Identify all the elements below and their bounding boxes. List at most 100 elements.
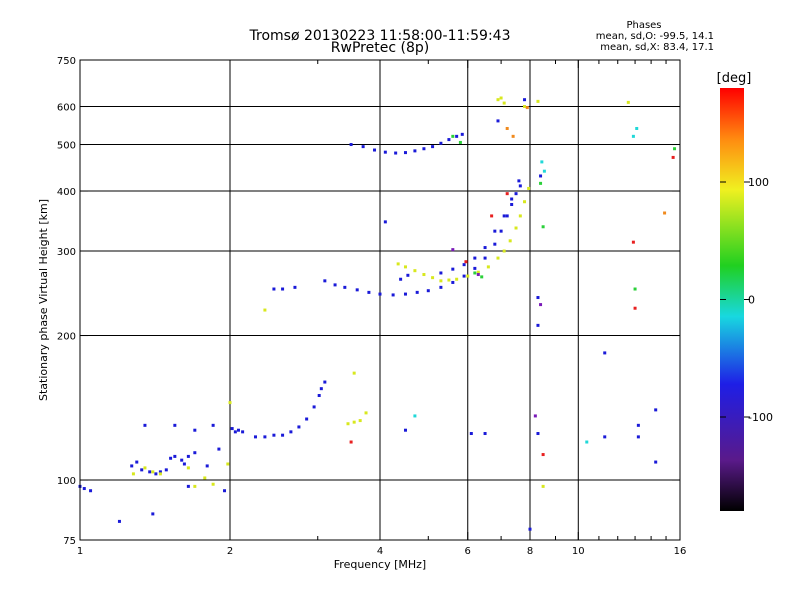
data-point: [151, 512, 155, 516]
y-tick-label: 75: [63, 536, 76, 547]
data-point: [396, 262, 400, 266]
data-point: [253, 435, 257, 439]
data-point: [193, 451, 197, 455]
chart-title: Tromsø 20130223 11:58:00-11:59:43: [249, 28, 511, 44]
data-point: [263, 435, 267, 439]
data-point: [654, 408, 658, 412]
data-point: [496, 256, 500, 260]
data-point: [451, 248, 455, 252]
data-point: [346, 422, 350, 426]
data-point: [349, 440, 353, 444]
data-point: [633, 287, 637, 291]
data-point: [458, 140, 462, 144]
y-tick-label: 200: [57, 332, 76, 343]
data-point: [517, 179, 521, 183]
data-point: [135, 460, 139, 464]
data-point: [539, 174, 543, 178]
data-point: [455, 277, 459, 281]
data-point: [117, 519, 121, 523]
data-point: [130, 464, 134, 468]
data-point: [493, 242, 497, 246]
data-points: [78, 96, 677, 531]
data-point: [297, 425, 301, 429]
data-point: [510, 202, 514, 206]
data-point: [263, 308, 267, 312]
phase-heading: Phases: [626, 20, 662, 31]
data-point: [451, 280, 455, 284]
data-point: [193, 428, 197, 432]
x-tick-label: 8: [527, 546, 533, 557]
data-point: [508, 239, 512, 243]
data-point: [536, 99, 540, 103]
data-point: [186, 454, 190, 458]
x-tick-label: 4: [377, 546, 383, 557]
data-point: [505, 214, 509, 218]
y-tick-label: 750: [57, 56, 76, 67]
data-point: [272, 287, 276, 291]
data-point: [422, 273, 426, 277]
data-point: [541, 484, 545, 488]
data-point: [352, 371, 356, 375]
data-point: [180, 458, 184, 462]
data-point: [523, 200, 527, 204]
phase-statistics: Phases mean, sd,O: -99.5, 14.1 mean, sd,…: [574, 20, 714, 53]
data-point: [499, 229, 503, 233]
x-tick-label: 1: [77, 546, 83, 557]
data-point: [426, 289, 430, 293]
data-point: [211, 482, 215, 486]
y-tick-label: 400: [57, 187, 76, 198]
data-point: [383, 150, 387, 154]
x-tick-label: 6: [465, 546, 471, 557]
y-tick-label: 100: [57, 476, 76, 487]
data-point: [439, 141, 443, 145]
data-point: [626, 100, 630, 104]
data-point: [539, 181, 543, 185]
data-point: [289, 430, 293, 434]
data-point: [511, 134, 515, 138]
data-point: [211, 423, 215, 427]
data-point: [158, 472, 162, 476]
y-axis-ticks: 75 100 200 300 400 500 600 750: [57, 56, 680, 547]
x-tick-label: 2: [227, 546, 233, 557]
y-tick-label: 600: [57, 103, 76, 114]
data-point: [460, 132, 464, 136]
data-point: [541, 453, 545, 457]
data-point: [523, 105, 527, 109]
data-point: [480, 275, 484, 279]
data-point: [439, 271, 443, 275]
data-point: [349, 143, 353, 147]
data-point: [536, 323, 540, 327]
phase-stat-o: mean, sd,O: -99.5, 14.1: [595, 31, 714, 42]
data-point: [455, 134, 459, 138]
data-point: [305, 417, 309, 421]
colorbar-tick-label: 0: [748, 294, 755, 307]
data-point: [151, 470, 155, 474]
data-point: [502, 101, 506, 105]
data-point: [217, 447, 221, 451]
data-point: [413, 269, 417, 273]
data-point: [281, 433, 285, 437]
data-point: [451, 134, 455, 138]
data-point: [223, 489, 227, 493]
data-point: [358, 419, 362, 423]
data-point: [394, 151, 398, 155]
data-point: [476, 270, 480, 274]
data-point: [505, 126, 509, 130]
data-point: [518, 184, 522, 188]
data-point: [462, 274, 466, 278]
x-axis-ticks: 1 2 4 6 8 10 16: [77, 60, 686, 557]
chart-subtitle: RwPretec (8p): [330, 40, 430, 56]
data-point: [173, 423, 177, 427]
data-point: [464, 260, 468, 264]
data-point: [525, 106, 529, 110]
data-point: [383, 220, 387, 224]
data-point: [173, 454, 177, 458]
data-point: [514, 192, 518, 196]
data-point: [541, 225, 545, 229]
y-axis-label: Stationary phase Virtual Height [km]: [37, 199, 50, 401]
data-point: [631, 240, 635, 244]
data-point: [317, 394, 321, 398]
data-point: [514, 226, 518, 230]
